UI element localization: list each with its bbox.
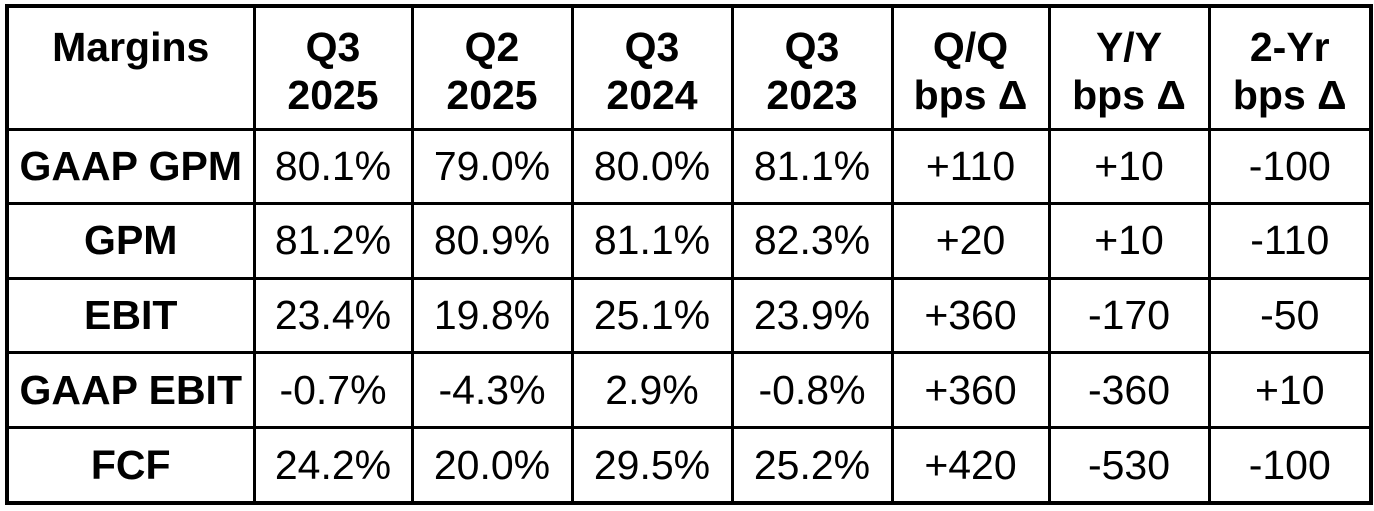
table-cell: 80.0% [570,127,734,206]
column-header-q3-2025: Q3 2025 [252,4,414,131]
table-cell: -360 [1047,351,1211,430]
table-cell: 25.1% [570,276,734,355]
table-cell: 19.8% [410,276,574,355]
table-cell: 79.0% [410,127,574,206]
table-cell: 81.1% [730,127,894,206]
row-label-gpm: GPM [5,202,256,280]
table-cell: 2.9% [570,351,734,430]
column-header-q3-2024: Q3 2024 [570,4,734,131]
row-label-gaap-ebit: GAAP EBIT [5,351,256,430]
table-cell: +110 [890,127,1051,206]
table-cell: -110 [1207,202,1373,280]
column-header-qq-bps: Q/Q bps Δ [890,4,1051,131]
table-cell: 80.9% [410,202,574,280]
table-cell: -4.3% [410,351,574,430]
table-cell: 81.1% [570,202,734,280]
table-cell: +20 [890,202,1051,280]
table-cell: 80.1% [252,127,414,206]
table-cell: 82.3% [730,202,894,280]
table-cell: +10 [1047,127,1211,206]
column-header-2yr-bps: 2-Yr bps Δ [1207,4,1373,131]
table-row-fcf: FCF 24.2% 20.0% 29.5% 25.2% +420 -530 -1… [5,426,1373,505]
table-cell: -50 [1207,276,1373,355]
table-row-ebit: EBIT 23.4% 19.8% 25.1% 23.9% +360 -170 -… [5,276,1373,355]
column-header-q2-2025: Q2 2025 [410,4,574,131]
row-label-fcf: FCF [5,426,256,505]
table-cell: +360 [890,276,1051,355]
table-cell: -530 [1047,426,1211,505]
table-cell: -100 [1207,426,1373,505]
column-header-yy-bps: Y/Y bps Δ [1047,4,1211,131]
table-row-gaap-ebit: GAAP EBIT -0.7% -4.3% 2.9% -0.8% +360 -3… [5,351,1373,430]
table-cell: 24.2% [252,426,414,505]
table-cell: -0.8% [730,351,894,430]
column-header-margins: Margins [5,4,256,131]
table-cell: 23.4% [252,276,414,355]
table-cell: +420 [890,426,1051,505]
table-cell: +10 [1047,202,1211,280]
table-row-gaap-gpm: GAAP GPM 80.1% 79.0% 80.0% 81.1% +110 +1… [5,127,1373,206]
table-cell: +360 [890,351,1051,430]
table-cell: 23.9% [730,276,894,355]
table-cell: 29.5% [570,426,734,505]
row-label-ebit: EBIT [5,276,256,355]
table-cell: -0.7% [252,351,414,430]
table-cell: -170 [1047,276,1211,355]
header-row: Margins Q3 2025 Q2 2025 Q3 2024 Q3 2023 … [5,4,1373,131]
table-cell: 81.2% [252,202,414,280]
margins-table: Margins Q3 2025 Q2 2025 Q3 2024 Q3 2023 … [5,4,1373,505]
row-label-gaap-gpm: GAAP GPM [5,127,256,206]
table-cell: 20.0% [410,426,574,505]
column-header-q3-2023: Q3 2023 [730,4,894,131]
table-cell: +10 [1207,351,1373,430]
table-cell: -100 [1207,127,1373,206]
table-cell: 25.2% [730,426,894,505]
table-row-gpm: GPM 81.2% 80.9% 81.1% 82.3% +20 +10 -110 [5,202,1373,280]
